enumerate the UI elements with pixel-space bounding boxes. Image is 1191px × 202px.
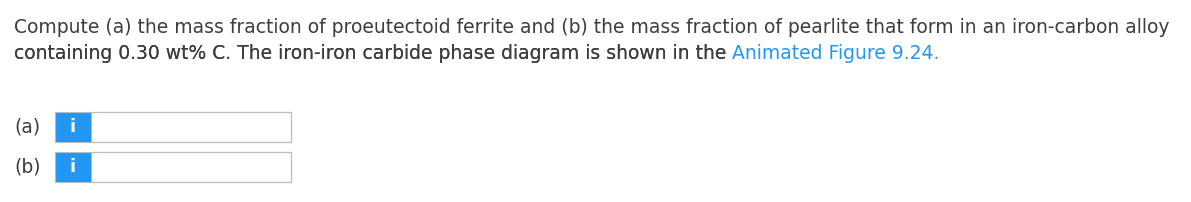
Text: Compute (a) the mass fraction of proeutectoid ferrite and (b) the mass fraction : Compute (a) the mass fraction of proeute…: [14, 18, 1170, 37]
Text: Animated Figure 9.24.: Animated Figure 9.24.: [732, 44, 940, 63]
Bar: [55, 112, 291, 142]
Text: i: i: [70, 158, 76, 176]
Bar: [55, 152, 291, 182]
Bar: [55, 152, 91, 182]
Text: i: i: [70, 118, 76, 136]
Text: containing 0.30 wt% C. The iron-iron carbide phase diagram is shown in the: containing 0.30 wt% C. The iron-iron car…: [14, 44, 732, 63]
Text: (a): (a): [14, 118, 40, 137]
Bar: [55, 112, 91, 142]
Text: (b): (b): [14, 158, 40, 177]
Bar: [91, 112, 291, 142]
Text: containing 0.30 wt% C. The iron-iron carbide phase diagram is shown in the: containing 0.30 wt% C. The iron-iron car…: [14, 44, 732, 63]
Bar: [91, 152, 291, 182]
